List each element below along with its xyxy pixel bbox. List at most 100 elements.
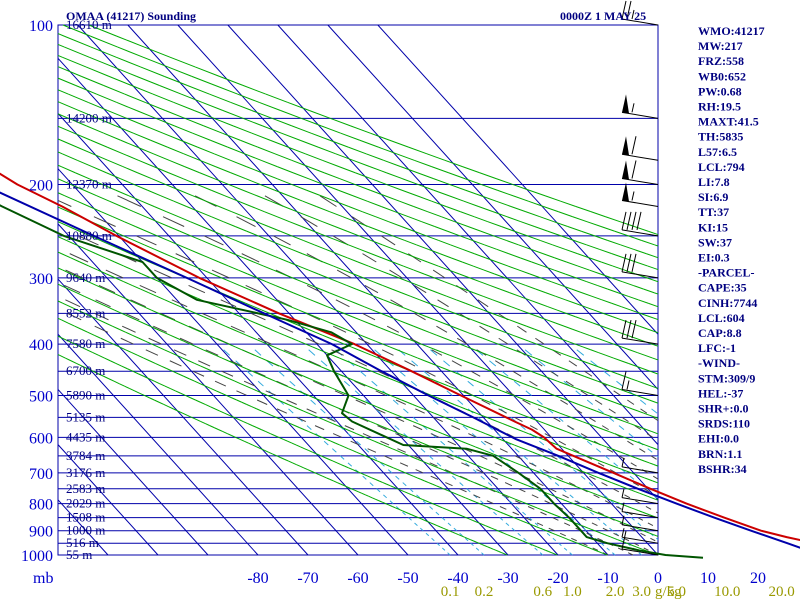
dry-adiabat-segment — [472, 500, 477, 503]
dry-adiabat-segment — [98, 354, 105, 359]
moist-adiabat-segment — [592, 547, 599, 551]
stability-index: BRN:1.1 — [698, 447, 742, 461]
stability-index: CINH:7744 — [698, 296, 757, 310]
wind-barb-pennant — [622, 182, 629, 202]
dry-adiabat-segment — [504, 553, 508, 556]
dry-adiabat-segment — [121, 312, 130, 318]
dry-adiabat-segment — [337, 295, 348, 301]
mixing-ratio-segment — [602, 522, 607, 526]
dry-adiabat-segment — [639, 492, 644, 496]
dry-adiabat-segment — [535, 288, 547, 294]
dry-adiabat-segment — [197, 146, 215, 155]
dry-adiabat-segment — [454, 492, 459, 496]
mixing-ratio-segment — [430, 349, 438, 356]
mixing-ratio-segment — [514, 448, 520, 453]
dry-adiabat-segment — [466, 460, 471, 464]
moist-adiabat-segment — [494, 462, 503, 467]
dry-adiabat-segment — [390, 394, 397, 399]
dry-adiabat-segment — [474, 349, 482, 354]
dry-adiabat-segment — [296, 211, 311, 218]
dry-adiabat-segment — [480, 230, 494, 237]
dry-adiabat-segment — [614, 433, 620, 436]
mixing-ratio-segment — [647, 448, 653, 453]
moist-adiabat-segment — [334, 390, 346, 396]
dry-adiabat-segment — [617, 292, 629, 297]
dry-adiabat-segment — [460, 211, 475, 218]
dry-adiabat-segment — [353, 331, 361, 336]
dry-adiabat-segment — [188, 360, 195, 364]
dry-adiabat-segment — [542, 265, 555, 271]
moist-adiabat-segment — [522, 399, 531, 405]
moist-adiabat-segment — [198, 360, 211, 367]
dry-adiabat-segment — [355, 414, 361, 418]
dry-adiabat-segment — [117, 46, 144, 58]
dry-adiabat-segment — [495, 404, 502, 408]
dry-adiabat-segment — [427, 521, 432, 524]
wind-barb-flag — [631, 136, 637, 155]
dry-adiabat-segment — [557, 444, 563, 448]
dry-adiabat-segment — [314, 472, 320, 475]
dry-adiabat-segment — [165, 316, 174, 321]
dry-adiabat-segment — [365, 436, 371, 440]
dry-adiabat-segment — [245, 368, 253, 372]
moist-adiabat-segment — [429, 462, 438, 467]
dry-adiabat-segment — [133, 211, 146, 218]
dry-adiabat-segment — [470, 362, 478, 367]
dry-adiabat-segment — [523, 383, 530, 387]
dry-adiabat-segment — [498, 551, 502, 554]
dry-adiabat-segment — [119, 346, 126, 351]
dry-adiabat-segment — [228, 184, 244, 191]
dry-adiabat-segment — [560, 397, 567, 401]
dry-adiabat-segment — [592, 322, 602, 327]
dry-adiabat-segment — [622, 469, 628, 472]
dry-adiabat-segment — [465, 189, 482, 197]
moist-adiabat-segment — [117, 195, 142, 207]
dry-adiabat-segment — [352, 450, 357, 453]
dry-adiabat-segment — [393, 486, 398, 490]
mixing-ratio-segment — [436, 462, 442, 467]
dry-adiabat-segment — [269, 240, 281, 246]
dry-adiabat-segment — [491, 312, 501, 318]
dry-adiabat-segment — [388, 221, 402, 227]
dry-adiabat-segment — [318, 302, 328, 308]
moist-adiabat-segment — [461, 462, 470, 467]
dry-adiabat-segment — [536, 526, 541, 529]
dry-adiabat-segment — [500, 492, 505, 496]
height-label: 16610 m — [66, 17, 112, 32]
dry-adiabat-segment — [541, 455, 547, 459]
dry-adiabat-segment — [400, 166, 418, 174]
moist-adiabat-segment — [564, 522, 571, 527]
dry-adiabat-segment — [475, 541, 480, 544]
dry-adiabat-segment — [539, 421, 546, 425]
dry-adiabat-segment — [324, 401, 330, 405]
dry-adiabat-segment — [646, 277, 659, 283]
dry-adiabat-segment — [382, 343, 391, 348]
dry-adiabat-segment — [351, 431, 357, 435]
mixing-ratio-segment — [547, 408, 554, 414]
moist-adiabat-segment — [512, 370, 522, 377]
dry-adiabat-segment — [525, 399, 532, 403]
dry-adiabat-segment — [417, 458, 423, 462]
dry-adiabat-segment — [112, 216, 125, 223]
moist-adiabat-segment — [529, 462, 537, 467]
pressure-tick-label: 900 — [29, 524, 53, 541]
dry-adiabat-segment — [428, 302, 438, 308]
moist-adiabat-segment — [414, 312, 426, 321]
dry-adiabat-segment — [88, 101, 108, 111]
stability-index: PW:0.68 — [698, 84, 742, 98]
dry-adiabat-segment — [153, 166, 169, 174]
dry-adiabat-segment — [194, 66, 220, 77]
dry-adiabat-segment — [532, 469, 537, 472]
dry-adiabat-segment — [492, 211, 508, 218]
dry-adiabat-segment — [409, 474, 414, 477]
dry-adiabat-segment — [411, 494, 416, 497]
dry-adiabat-segment — [499, 288, 510, 294]
dry-adiabat-segment — [641, 239, 656, 246]
dry-adiabat-segment — [510, 306, 521, 311]
dry-adiabat-segment — [595, 458, 601, 462]
dry-adiabat-segment — [303, 467, 308, 471]
moist-adiabat-segment — [253, 370, 266, 377]
dry-adiabat-segment — [260, 357, 268, 362]
dry-adiabat-segment — [610, 328, 619, 333]
